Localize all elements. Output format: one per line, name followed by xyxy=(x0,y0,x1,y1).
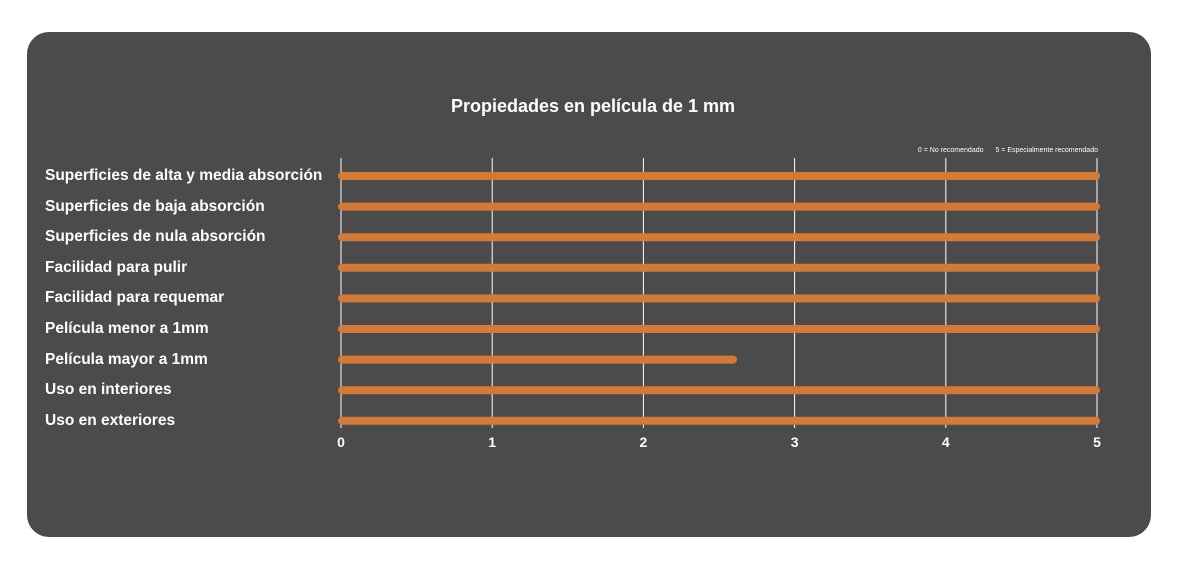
category-label: Película mayor a 1mm xyxy=(45,350,208,368)
x-tick-label: 2 xyxy=(640,434,648,450)
x-tick-label: 0 xyxy=(337,434,345,450)
category-label: Superficies de nula absorción xyxy=(45,228,266,246)
category-label: Facilidad para pulir xyxy=(45,258,188,276)
category-label: Superficies de alta y media absorción xyxy=(45,167,323,184)
chart-title: Propiedades en película de 1 mm xyxy=(450,96,736,116)
category-label: Facilidad para requemar xyxy=(45,289,225,307)
x-tick-label: 3 xyxy=(791,434,799,450)
category-label: Superficies de baja absorción xyxy=(45,197,265,215)
chart-panel xyxy=(27,32,1151,537)
legend-note: 0 = No recomendado 5 = Especialmente rec… xyxy=(908,147,1098,154)
category-label: Uso en exteriores xyxy=(45,411,176,429)
x-tick-label: 5 xyxy=(1093,434,1101,450)
x-tick-label: 1 xyxy=(488,434,496,450)
legend-min: 0 = No recomendado xyxy=(917,147,984,154)
category-label: Uso en interiores xyxy=(45,381,172,399)
x-tick-label: 4 xyxy=(942,434,950,450)
category-label: Película menor a 1mm xyxy=(45,320,209,337)
legend-max: 5 = Especialmente recomendado xyxy=(995,147,1098,154)
